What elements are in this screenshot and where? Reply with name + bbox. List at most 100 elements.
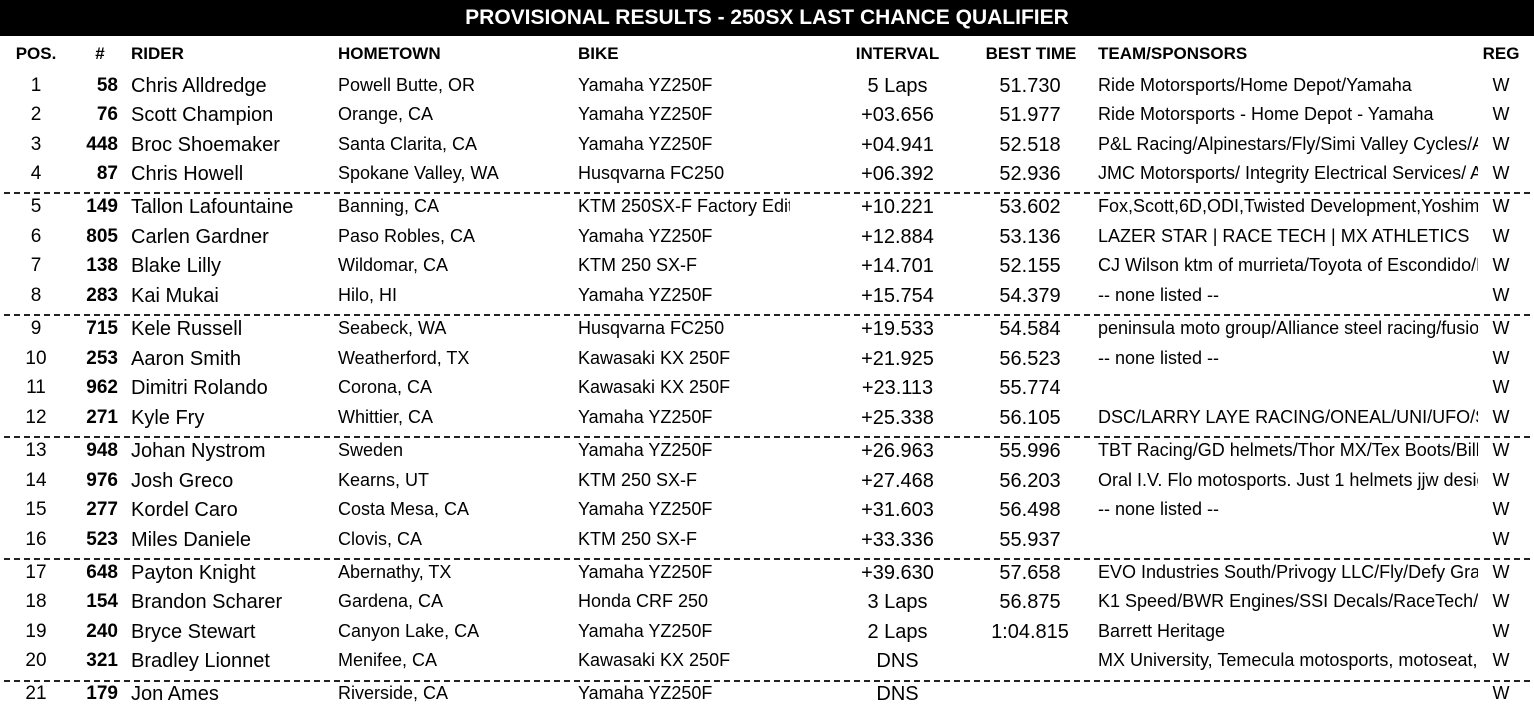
table-row: 11 962 Dimitri Rolando Corona, CA Kawasaki K… — [0, 377, 1534, 406]
interval: 3 Laps — [867, 591, 928, 613]
rider-number: 283 — [86, 285, 118, 306]
bike: Yamaha YZ250F — [578, 226, 713, 246]
header-reg: REG — [1482, 44, 1520, 63]
hometown: Abernathy, TX — [338, 562, 452, 582]
region: W — [1492, 377, 1510, 397]
hometown: Spokane Valley, WA — [338, 163, 499, 183]
team-sponsors: -- none listed -- — [1098, 285, 1220, 305]
region: W — [1492, 591, 1510, 611]
rider-name: Bryce Stewart — [131, 621, 256, 643]
hometown: Menifee, CA — [338, 650, 438, 670]
team-sponsors: peninsula moto group/Alliance steel raci… — [1098, 318, 1478, 338]
rider-name: Dimitri Rolando — [131, 377, 268, 399]
rider-name: Blake Lilly — [131, 255, 222, 277]
rider-number: 58 — [96, 75, 118, 96]
best-time: 53.136 — [999, 226, 1061, 248]
hometown: Sweden — [338, 440, 404, 460]
hometown: Paso Robles, CA — [338, 226, 476, 246]
best-time: 57.658 — [999, 562, 1061, 584]
interval: +04.941 — [861, 134, 934, 156]
region: W — [1492, 499, 1510, 519]
region: W — [1492, 683, 1510, 703]
interval: +27.468 — [861, 470, 934, 492]
region: W — [1492, 529, 1510, 549]
rider-name: Josh Greco — [131, 470, 234, 492]
row-pos: 11 — [26, 377, 46, 398]
region: W — [1492, 255, 1510, 275]
team-sponsors: Ride Motorsports/Home Depot/Yamaha — [1098, 75, 1412, 95]
rider-name: Carlen Gardner — [131, 226, 269, 248]
row-pos: 14 — [25, 470, 47, 491]
rider-number: 154 — [86, 591, 118, 612]
interval: 2 Laps — [867, 621, 928, 643]
rider-name: Kordel Caro — [131, 499, 238, 521]
bike: Yamaha YZ250F — [578, 285, 713, 305]
bike: Husqvarna FC250 — [578, 318, 725, 338]
rider-name: Bradley Lionnet — [131, 650, 270, 672]
rider-name: Payton Knight — [131, 562, 256, 584]
region: W — [1492, 104, 1510, 124]
rider-number: 962 — [86, 377, 118, 398]
region: W — [1492, 348, 1510, 368]
table-row: 6 805 Carlen Gardner Paso Robles, CA Yamaha … — [0, 226, 1534, 255]
bike: KTM 250 SX-F — [578, 470, 698, 490]
rider-number: 149 — [86, 196, 118, 217]
rider-name: Jon Ames — [131, 683, 219, 705]
rider-name: Tallon Lafountaine — [131, 196, 294, 218]
rider-name: Johan Nystrom — [131, 440, 266, 462]
hometown: Costa Mesa, CA — [338, 499, 470, 519]
hometown: Whittier, CA — [338, 407, 434, 427]
row-pos: 10 — [25, 348, 47, 369]
bike: Kawasaki KX 250F — [578, 377, 731, 397]
interval: +10.221 — [861, 196, 934, 218]
rider-name: Kai Mukai — [131, 285, 219, 307]
best-time: 55.774 — [999, 377, 1061, 399]
region: W — [1492, 134, 1510, 154]
table-row: 21 179 Jon Ames Riverside, CA Yamaha YZ250F D… — [0, 683, 1534, 712]
team-sponsors: Fox,Scott,6D,ODI,Twisted Development,Yos… — [1098, 196, 1478, 216]
bike: Yamaha YZ250F — [578, 499, 713, 519]
interval: +23.113 — [861, 377, 934, 399]
best-time: 56.203 — [999, 470, 1061, 492]
interval: DNS — [876, 683, 919, 705]
hometown: Hilo, HI — [338, 285, 398, 305]
rider-number: 138 — [86, 255, 118, 276]
rider-number: 448 — [86, 134, 118, 155]
region: W — [1492, 650, 1510, 670]
row-pos: 20 — [25, 650, 47, 671]
region: W — [1492, 440, 1510, 460]
table-row: 17 648 Payton Knight Abernathy, TX Yamaha YZ… — [0, 562, 1534, 591]
row-pos: 6 — [30, 226, 42, 247]
bike: Kawasaki KX 250F — [578, 650, 731, 670]
best-time: 52.936 — [999, 163, 1061, 185]
region: W — [1492, 196, 1510, 216]
row-pos: 16 — [25, 529, 47, 550]
interval: +03.656 — [861, 104, 934, 126]
team-sponsors: Oral I.V. Flo motosports. Just 1 helmets… — [1098, 470, 1478, 490]
table-row: 16 523 Miles Daniele Clovis, CA KTM 250 SX-F… — [0, 529, 1534, 558]
rider-number: 271 — [86, 407, 118, 428]
interval: +15.754 — [861, 285, 934, 307]
best-time: 55.937 — [999, 529, 1061, 551]
table-row: 9 715 Kele Russell Seabeck, WA Husqvarna FC2… — [0, 318, 1534, 347]
table-row: 4 87 Chris Howell Spokane Valley, WA Husqvar… — [0, 163, 1534, 192]
row-pos: 9 — [30, 318, 42, 339]
hometown: Orange, CA — [338, 104, 434, 124]
team-sponsors: EVO Industries South/Privogy LLC/Fly/Def… — [1098, 562, 1478, 582]
table-row: 15 277 Kordel Caro Costa Mesa, CA Yamaha YZ2… — [0, 499, 1534, 528]
bike: KTM 250 SX-F — [578, 529, 698, 549]
hometown: Clovis, CA — [338, 529, 423, 549]
header-num: # — [95, 44, 105, 63]
best-time: 1:04.815 — [991, 621, 1069, 643]
region: W — [1492, 621, 1510, 641]
region: W — [1492, 75, 1510, 95]
row-pos: 19 — [25, 621, 47, 642]
row-pos: 15 — [25, 499, 47, 520]
rider-name: Chris Alldredge — [131, 75, 267, 97]
table-header: POS. # RIDER HOMETOWN BIKE INTERVAL BEST… — [0, 44, 1534, 73]
table-row: 3 448 Broc Shoemaker Santa Clarita, CA Yamah… — [0, 134, 1534, 163]
header-interval: INTERVAL — [855, 44, 940, 63]
table-row: 18 154 Brandon Scharer Gardena, CA Honda CRF… — [0, 591, 1534, 620]
page-title: PROVISIONAL RESULTS - 250SX LAST CHANCE … — [0, 0, 1534, 36]
row-pos: 4 — [30, 163, 42, 184]
